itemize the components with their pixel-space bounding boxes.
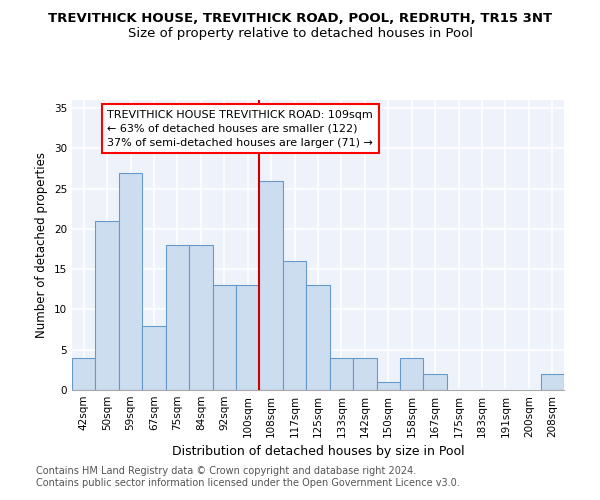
Bar	[306, 286, 330, 390]
Text: Contains HM Land Registry data © Crown copyright and database right 2024.
Contai: Contains HM Land Registry data © Crown c…	[36, 466, 460, 487]
Bar	[424, 374, 447, 390]
Bar	[189, 245, 212, 390]
X-axis label: Distribution of detached houses by size in Pool: Distribution of detached houses by size …	[172, 446, 464, 458]
Bar	[72, 358, 95, 390]
Bar	[541, 374, 564, 390]
Bar	[283, 261, 306, 390]
Bar	[377, 382, 400, 390]
Bar	[142, 326, 166, 390]
Bar	[95, 221, 119, 390]
Bar	[259, 180, 283, 390]
Text: TREVITHICK HOUSE TREVITHICK ROAD: 109sqm
← 63% of detached houses are smaller (1: TREVITHICK HOUSE TREVITHICK ROAD: 109sqm…	[107, 110, 373, 148]
Bar	[330, 358, 353, 390]
Bar	[166, 245, 189, 390]
Text: TREVITHICK HOUSE, TREVITHICK ROAD, POOL, REDRUTH, TR15 3NT: TREVITHICK HOUSE, TREVITHICK ROAD, POOL,…	[48, 12, 552, 26]
Bar	[119, 172, 142, 390]
Bar	[212, 286, 236, 390]
Text: Size of property relative to detached houses in Pool: Size of property relative to detached ho…	[128, 28, 473, 40]
Bar	[236, 286, 259, 390]
Bar	[400, 358, 424, 390]
Y-axis label: Number of detached properties: Number of detached properties	[35, 152, 49, 338]
Bar	[353, 358, 377, 390]
